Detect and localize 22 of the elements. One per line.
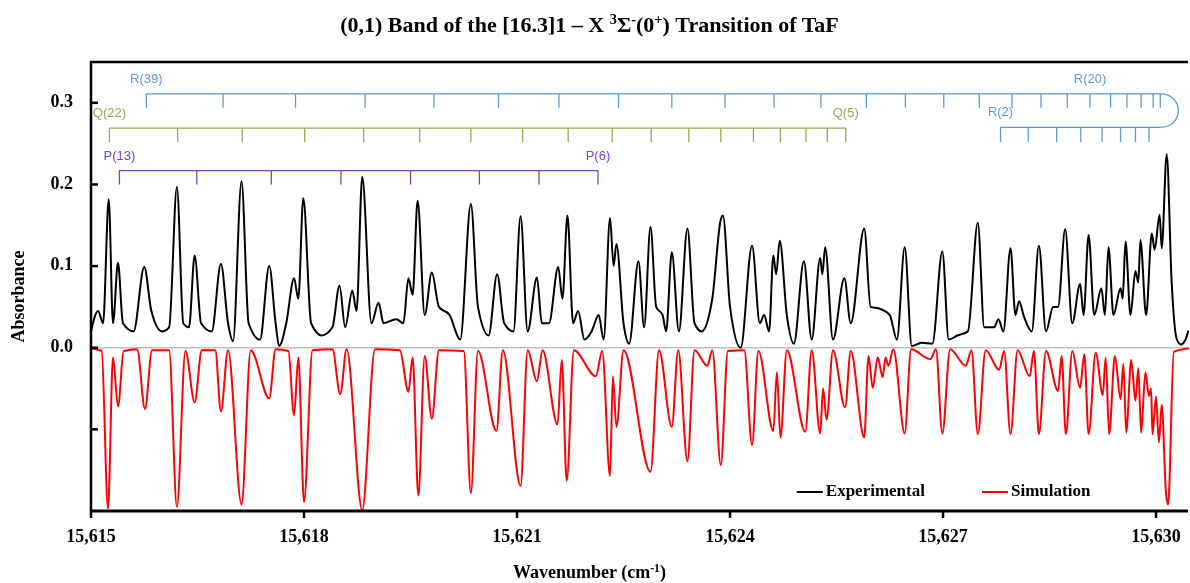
legend-label: Experimental [825, 480, 926, 500]
x-tick-label: 15,630 [1131, 526, 1181, 546]
data-label: Q(22) [92, 105, 127, 121]
chart-title: (0,1) Band of the [16.3]1 – X $^{3}$Σ$^{-}$(0$^{+}$) Transition of TaF [340, 11, 839, 37]
y-axis-title: Absorbance [8, 250, 28, 343]
y-tick-label: 0.1 [50, 254, 73, 275]
x-tick-label: 15,615 [66, 526, 116, 546]
x-tick-label: 15,624 [705, 526, 755, 546]
data-label: R(20) [1073, 70, 1107, 86]
x-tick-label: 15,627 [918, 526, 968, 546]
x-axis-title: Wavenumber (cm$^{-1}$) [513, 561, 666, 583]
y-tick-label: 0.3 [50, 90, 73, 111]
data-label: Q(5) [832, 105, 859, 121]
y-tick-label: 0.0 [50, 335, 73, 356]
data-label: P(13) [103, 147, 136, 163]
x-tick-label: 15,618 [279, 526, 329, 546]
y-tick-label: 0.2 [50, 172, 73, 193]
x-tick-label: 15,621 [492, 526, 542, 546]
data-label: R(39) [130, 70, 163, 86]
data-label: R(2) [987, 104, 1014, 120]
data-label: P(6) [585, 147, 611, 163]
legend-label: Simulation [1011, 480, 1091, 500]
